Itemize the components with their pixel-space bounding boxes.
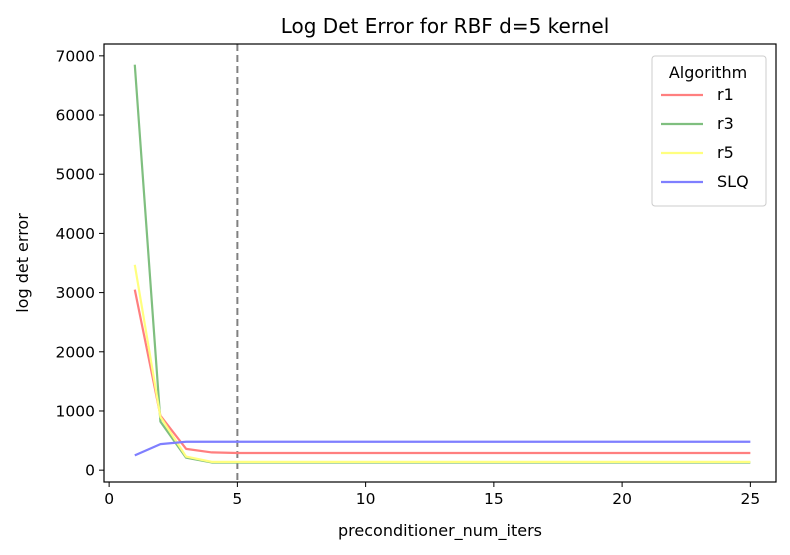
y-axis-label: log det error (13, 213, 32, 313)
x-tick-label: 0 (104, 490, 114, 508)
x-axis-label: preconditioner_num_iters (338, 521, 542, 541)
x-tick-label: 15 (484, 490, 504, 508)
y-tick-label: 2000 (56, 343, 95, 361)
series-line-r5 (133, 264, 751, 463)
plot-area (133, 44, 751, 482)
x-axis: 0 5 10 15 20 25 (104, 482, 760, 508)
series-line-r1 (133, 289, 751, 455)
legend: Algorithm r1 r3 r5 SLQ (651, 55, 767, 207)
legend-label-slq: SLQ (717, 172, 749, 191)
y-axis: 0 1000 2000 3000 4000 5000 6000 7000 (56, 47, 104, 480)
legend-label-r1: r1 (717, 85, 734, 104)
legend-title: Algorithm (669, 63, 747, 82)
y-tick-label: 7000 (56, 47, 95, 65)
y-tick-label: 6000 (56, 107, 95, 125)
legend-box (651, 55, 767, 207)
series-line-slq (134, 440, 751, 457)
x-tick-label: 20 (612, 490, 632, 508)
chart-title: Log Det Error for RBF d=5 kernel (281, 14, 610, 38)
y-tick-label: 4000 (56, 225, 95, 243)
x-tick-label: 10 (356, 490, 376, 508)
x-tick-label: 25 (740, 490, 760, 508)
plot-frame (103, 43, 777, 483)
y-tick-label: 5000 (56, 166, 95, 184)
x-tick-label: 5 (232, 490, 242, 508)
y-tick-label: 1000 (56, 402, 95, 420)
y-tick-label: 3000 (56, 284, 95, 302)
y-tick-label: 0 (85, 462, 95, 480)
legend-label-r5: r5 (717, 143, 734, 162)
legend-label-r3: r3 (717, 114, 734, 133)
